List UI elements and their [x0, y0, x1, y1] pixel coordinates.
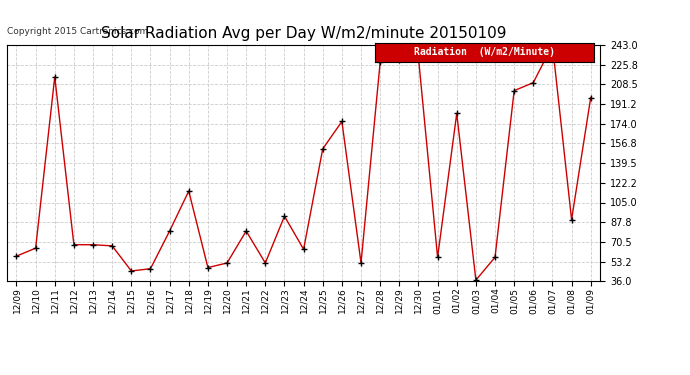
Title: Solar Radiation Avg per Day W/m2/minute 20150109: Solar Radiation Avg per Day W/m2/minute …: [101, 27, 506, 42]
Text: Copyright 2015 Cartronics.com: Copyright 2015 Cartronics.com: [7, 27, 148, 36]
